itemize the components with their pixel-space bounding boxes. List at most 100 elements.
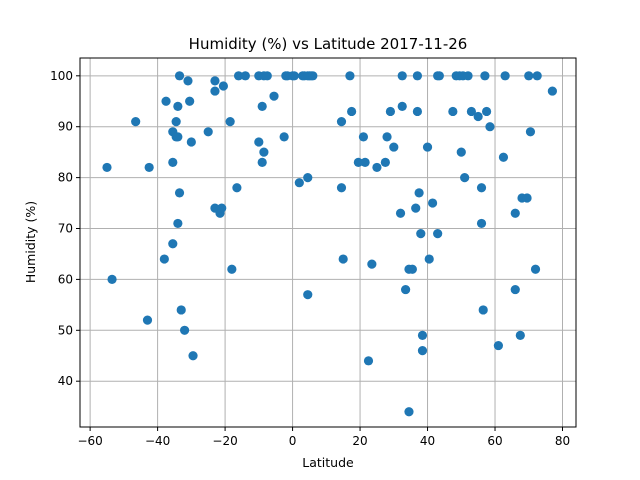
data-point [262, 71, 272, 81]
data-point [448, 106, 458, 117]
data-point [412, 71, 423, 81]
data-point [407, 264, 417, 274]
y-tick-label: 70 [58, 222, 73, 236]
data-point [210, 86, 220, 96]
data-point [294, 178, 304, 188]
data-point [353, 157, 363, 167]
data-point [524, 71, 534, 81]
y-tick-label: 40 [58, 374, 73, 388]
data-point [463, 71, 473, 81]
data-point [203, 127, 213, 137]
data-point [254, 137, 264, 147]
data-point [510, 284, 520, 295]
y-tick-label: 90 [58, 120, 73, 134]
data-point [303, 290, 313, 300]
data-point [367, 259, 377, 269]
data-point [308, 71, 318, 81]
data-point [401, 284, 411, 295]
x-tick-label: −40 [145, 434, 170, 448]
data-point [173, 218, 183, 229]
data-point [389, 142, 399, 152]
y-tick-label: 60 [58, 272, 73, 286]
x-tick-label: 20 [352, 434, 367, 448]
data-point [174, 71, 185, 81]
data-point [173, 101, 183, 111]
data-point [174, 188, 185, 198]
data-point [500, 71, 510, 81]
data-point [412, 106, 423, 117]
data-point [417, 346, 428, 356]
plot-frame [79, 57, 577, 428]
data-point [144, 162, 154, 173]
data-point [481, 106, 492, 117]
data-point [416, 228, 426, 239]
data-point [179, 325, 190, 335]
y-axis-label: Humidity (%) [23, 201, 38, 283]
data-point [336, 117, 347, 127]
data-point [173, 132, 183, 142]
data-point [525, 127, 536, 137]
data-point [225, 117, 235, 127]
data-point [522, 193, 532, 203]
data-point [382, 132, 392, 142]
data-point [142, 315, 153, 325]
data-point [240, 71, 250, 81]
data-point [547, 86, 557, 96]
data-point [385, 106, 396, 117]
data-point [485, 122, 495, 132]
data-point [417, 330, 428, 340]
data-point [347, 106, 357, 117]
x-tick-label: 40 [420, 434, 435, 448]
data-point [168, 239, 178, 249]
data-point [372, 162, 382, 173]
data-point [159, 254, 169, 264]
data-point [360, 157, 370, 167]
data-point [210, 76, 220, 86]
data-point [336, 183, 347, 193]
x-tick-label: 60 [487, 434, 502, 448]
data-point [279, 132, 289, 142]
x-tick-label: 80 [555, 434, 570, 448]
data-point [404, 407, 414, 417]
data-point [185, 96, 195, 106]
data-point [257, 101, 267, 111]
data-point [476, 218, 487, 229]
data-point [358, 132, 369, 142]
data-point [397, 101, 407, 111]
data-point [217, 203, 227, 213]
data-point [493, 340, 503, 351]
data-point [257, 157, 267, 167]
data-point [102, 162, 112, 173]
data-point [414, 188, 424, 198]
data-point [480, 71, 490, 81]
data-point [269, 91, 279, 101]
data-point [476, 183, 487, 193]
x-axis-label: Latitude [302, 455, 354, 470]
chart-title: Humidity (%) vs Latitude 2017-11-26 [189, 35, 468, 53]
x-tick-label: 0 [289, 434, 297, 448]
data-point [380, 157, 390, 167]
data-point [363, 356, 374, 366]
data-point [183, 76, 193, 86]
data-point [397, 71, 407, 81]
data-point [466, 106, 477, 117]
data-point [422, 142, 433, 152]
data-point [107, 274, 117, 284]
data-point [188, 351, 198, 361]
data-point [498, 152, 509, 162]
data-point [168, 157, 178, 167]
data-point [227, 264, 237, 274]
data-points [102, 71, 557, 417]
data-point [510, 208, 520, 218]
data-point [171, 117, 181, 127]
data-point [411, 203, 421, 213]
data-point [478, 305, 488, 315]
y-tick-label: 100 [50, 69, 73, 83]
data-point [460, 173, 470, 183]
data-point [176, 305, 186, 315]
data-point [515, 330, 525, 340]
data-point [456, 147, 466, 157]
data-point [259, 147, 269, 157]
data-point [473, 111, 483, 122]
